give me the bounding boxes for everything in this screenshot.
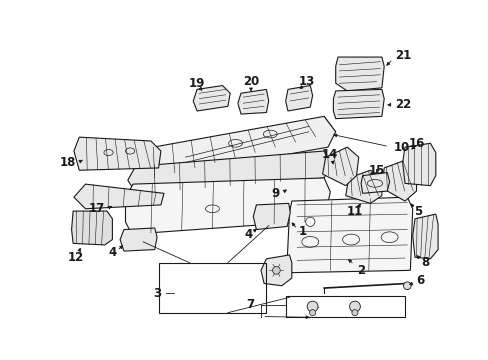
Polygon shape <box>238 89 268 114</box>
Polygon shape <box>322 147 358 186</box>
Polygon shape <box>345 170 381 203</box>
Text: 11: 11 <box>346 204 362 217</box>
Polygon shape <box>360 172 389 193</box>
Circle shape <box>306 301 317 312</box>
Polygon shape <box>125 178 329 234</box>
Text: 2: 2 <box>356 264 365 277</box>
Text: 14: 14 <box>322 148 338 161</box>
Polygon shape <box>333 89 384 119</box>
Text: 17: 17 <box>88 202 104 215</box>
Text: 4: 4 <box>108 246 116 259</box>
Polygon shape <box>381 160 416 201</box>
Text: 6: 6 <box>416 274 424 287</box>
Text: 4: 4 <box>244 228 252 240</box>
Text: 5: 5 <box>413 204 421 217</box>
Bar <box>158 263 266 313</box>
Text: 18: 18 <box>60 156 76 169</box>
Text: 1: 1 <box>298 225 306 238</box>
Circle shape <box>349 301 360 312</box>
Bar <box>285 296 404 317</box>
Polygon shape <box>402 143 435 186</box>
Polygon shape <box>286 197 412 273</box>
Text: 13: 13 <box>299 75 315 88</box>
Circle shape <box>351 310 357 316</box>
Text: 22: 22 <box>394 98 410 111</box>
Text: 20: 20 <box>243 75 259 88</box>
Circle shape <box>272 266 280 274</box>
Polygon shape <box>285 86 312 111</box>
Text: 8: 8 <box>420 256 428 269</box>
Text: 19: 19 <box>188 77 205 90</box>
Polygon shape <box>127 151 329 193</box>
Polygon shape <box>120 228 157 251</box>
Text: 12: 12 <box>68 251 84 264</box>
Text: 7: 7 <box>246 298 254 311</box>
Text: 16: 16 <box>407 137 424 150</box>
Circle shape <box>403 282 410 289</box>
Circle shape <box>309 310 315 316</box>
Polygon shape <box>71 211 112 245</box>
Polygon shape <box>253 203 290 230</box>
Text: 3: 3 <box>152 287 161 300</box>
Polygon shape <box>193 86 230 111</box>
Text: 9: 9 <box>271 187 279 200</box>
Text: 21: 21 <box>394 49 410 62</box>
Text: 10: 10 <box>393 141 409 154</box>
Polygon shape <box>335 57 384 91</box>
Polygon shape <box>261 255 291 286</box>
Text: 15: 15 <box>367 164 384 177</box>
Polygon shape <box>74 184 163 209</box>
Polygon shape <box>143 116 335 178</box>
Polygon shape <box>74 137 161 170</box>
Polygon shape <box>412 214 437 259</box>
